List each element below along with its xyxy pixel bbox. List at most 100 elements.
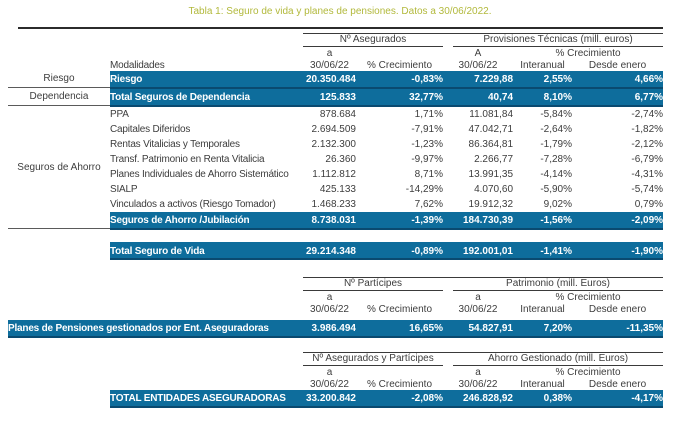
title-rule — [18, 27, 663, 29]
cell-desde-enero: -1,82% — [631, 123, 664, 135]
cell-crecimiento: -0,83% — [356, 70, 444, 89]
cell-crecimiento: -1,39% — [356, 211, 444, 230]
empty-cell — [110, 379, 303, 390]
empty-cell — [110, 367, 303, 379]
cell-asegurados: 26.360 — [325, 153, 356, 165]
cell-crecimiento: 7,62% — [414, 198, 444, 210]
life-insurance-table-body: Riesgo 20.350.484 -0,83% 7.229,88 2,55% … — [110, 70, 664, 230]
empty-cell — [356, 367, 443, 379]
row-label: PPA — [110, 108, 129, 120]
cell-crecimiento: 1,71% — [414, 108, 444, 120]
column-header-interanual: Interanual — [520, 303, 565, 315]
group-header-participes-label: Nº Partícipes — [303, 279, 443, 292]
table-row: Riesgo 20.350.484 -0,83% 7.229,88 2,55% … — [110, 70, 664, 89]
row-label: Total Seguros de Dependencia — [110, 88, 303, 107]
total-entities-crecimiento: -2,08% — [356, 389, 443, 408]
total-entities-label: TOTAL ENTIDADES ASEGURADORAS — [110, 389, 303, 408]
sub-header-growth: % Crecimiento — [555, 292, 621, 303]
column-header-row: Modalidades 30/06/22 % Crecimiento 30/06… — [110, 60, 663, 71]
cell-interanual: -5,84% — [540, 108, 573, 120]
total-life-asegurados: 29.214.348 — [303, 242, 356, 260]
empty-cell — [356, 292, 443, 304]
column-header-desde-enero: Desde enero — [588, 303, 647, 315]
cell-provisiones: 40,74 — [443, 88, 514, 107]
cell-provisiones: 2.266,77 — [474, 153, 514, 165]
cell-crecimiento: -1,23% — [411, 138, 444, 150]
column-header-date-provisiones: 30/06/22 — [458, 59, 498, 71]
table-row: Vinculados a activos (Riesgo Tomador) 1.… — [110, 197, 663, 212]
group-header-participes: Nº Partícipes — [303, 277, 443, 292]
pension-plans-interanual: 7,20% — [513, 319, 572, 338]
cell-asegurados: 2.132.300 — [311, 138, 357, 150]
pension-plans-label: Planes de Pensiones gestionados por Ent.… — [8, 319, 303, 338]
row-label: Vinculados a activos (Riesgo Tomador) — [110, 198, 276, 210]
row-label: Capitales Diferidos — [110, 123, 191, 135]
column-header-row: 30/06/22 % Crecimiento 30/06/22 Interanu… — [8, 304, 663, 315]
empty-cell — [8, 278, 303, 292]
table-row: Planes Individuales de Ahorro Sistemátic… — [110, 167, 663, 182]
total-life-provisiones: 192.001,01 — [443, 242, 513, 260]
sub-header-a2: a — [475, 367, 481, 378]
pension-plans-desde-enero: -11,35% — [572, 319, 664, 338]
column-header-date-asegurados: 30/06/22 — [310, 378, 349, 390]
total-entities-desde-enero: -4,17% — [572, 389, 664, 408]
group-header-ahorro-gestionado-label: Ahorro Gestionado (mill. Euros) — [453, 354, 664, 367]
column-header-desde-enero: Desde enero — [588, 378, 647, 390]
total-entities-table: Nº Asegurados y Partícipes Ahorro Gestio… — [110, 352, 664, 408]
side-label-dependencia: Dependencia — [8, 88, 110, 106]
group-header-patrimonio-label: Patrimonio (mill. Euros) — [453, 279, 664, 292]
group-header-row: Nº Asegurados y Partícipes Ahorro Gestio… — [110, 352, 664, 367]
cell-interanual: -7,28% — [540, 153, 573, 165]
cell-provisiones: 86.364,81 — [468, 138, 514, 150]
cell-provisiones: 184.730,39 — [443, 211, 514, 230]
column-header-date-ahorro: 30/06/22 — [458, 378, 498, 390]
column-header-crecimiento-asegurados: % Crecimiento — [366, 59, 433, 71]
cell-interanual: -1,56% — [513, 211, 573, 230]
total-life-table: Total Seguro de Vida 29.214.348 -0,89% 1… — [110, 242, 663, 260]
column-header-interanual: Interanual — [520, 378, 565, 390]
empty-cell — [8, 304, 303, 315]
cell-asegurados: 20.350.484 — [303, 70, 356, 89]
group-header-provisiones-label: Provisiones Técnicas (mill. euros) — [453, 35, 664, 48]
column-header-interanual: Interanual — [520, 59, 565, 71]
row-label: Riesgo — [110, 70, 303, 89]
row-label: Planes Individuales de Ahorro Sistemátic… — [110, 168, 289, 180]
cell-desde-enero: -2,74% — [631, 108, 664, 120]
column-header-crecimiento-participes: % Crecimiento — [366, 303, 433, 315]
table-row: Capitales Diferidos 2.694.509 -7,91% 47.… — [110, 122, 663, 137]
group-header-asegurados: Nº Asegurados — [303, 33, 444, 48]
cell-provisiones: 13.991,35 — [468, 168, 514, 180]
cell-crecimiento: -14,29% — [405, 183, 444, 195]
row-label: SIALP — [110, 183, 138, 195]
column-header-date-asegurados: 30/06/22 — [310, 59, 349, 71]
group-header-asegurados-participes-label: Nº Asegurados y Partícipes — [303, 354, 443, 367]
cell-asegurados: 878.684 — [319, 108, 356, 120]
cell-desde-enero: 4,66% — [572, 70, 664, 89]
cell-interanual: -2,64% — [540, 123, 573, 135]
table-row: Rentas Vitalicias y Temporales 2.132.300… — [110, 137, 663, 152]
sub-header-a1: a — [326, 367, 333, 378]
group-header-row: Nº Partícipes Patrimonio (mill. Euros) — [8, 277, 664, 292]
cell-provisiones: 47.042,71 — [468, 123, 514, 135]
sub-header-row: a a % Crecimiento — [8, 292, 663, 304]
group-header-patrimonio: Patrimonio (mill. Euros) — [443, 277, 664, 292]
cell-crecimiento: -7,91% — [411, 123, 444, 135]
sub-header-a1: a — [326, 292, 333, 303]
row-label: Transf. Patrimonio en Renta Vitalicia — [110, 153, 265, 165]
pension-plans-table: Nº Partícipes Patrimonio (mill. Euros) a… — [8, 277, 664, 338]
cell-desde-enero: -6,79% — [631, 153, 664, 165]
sub-header-growth: % Crecimiento — [555, 367, 621, 378]
total-entities-row: TOTAL ENTIDADES ASEGURADORAS 33.200.842 … — [110, 389, 664, 408]
cell-desde-enero: 0,79% — [634, 198, 664, 210]
column-header-modalidades: Modalidades — [110, 59, 165, 71]
life-insurance-table: Nº Asegurados Provisiones Técnicas (mill… — [110, 33, 664, 230]
cell-interanual: 2,55% — [513, 70, 573, 89]
total-entities-interanual: 0,38% — [513, 389, 572, 408]
cell-asegurados: 8.738.031 — [303, 211, 356, 230]
cell-interanual: 9,02% — [543, 198, 573, 210]
table-row: Transf. Patrimonio en Renta Vitalicia 26… — [110, 152, 663, 167]
cell-asegurados: 425.133 — [319, 183, 356, 195]
total-entities-asegurados: 33.200.842 — [303, 389, 356, 408]
cell-interanual: 8,10% — [513, 88, 573, 107]
